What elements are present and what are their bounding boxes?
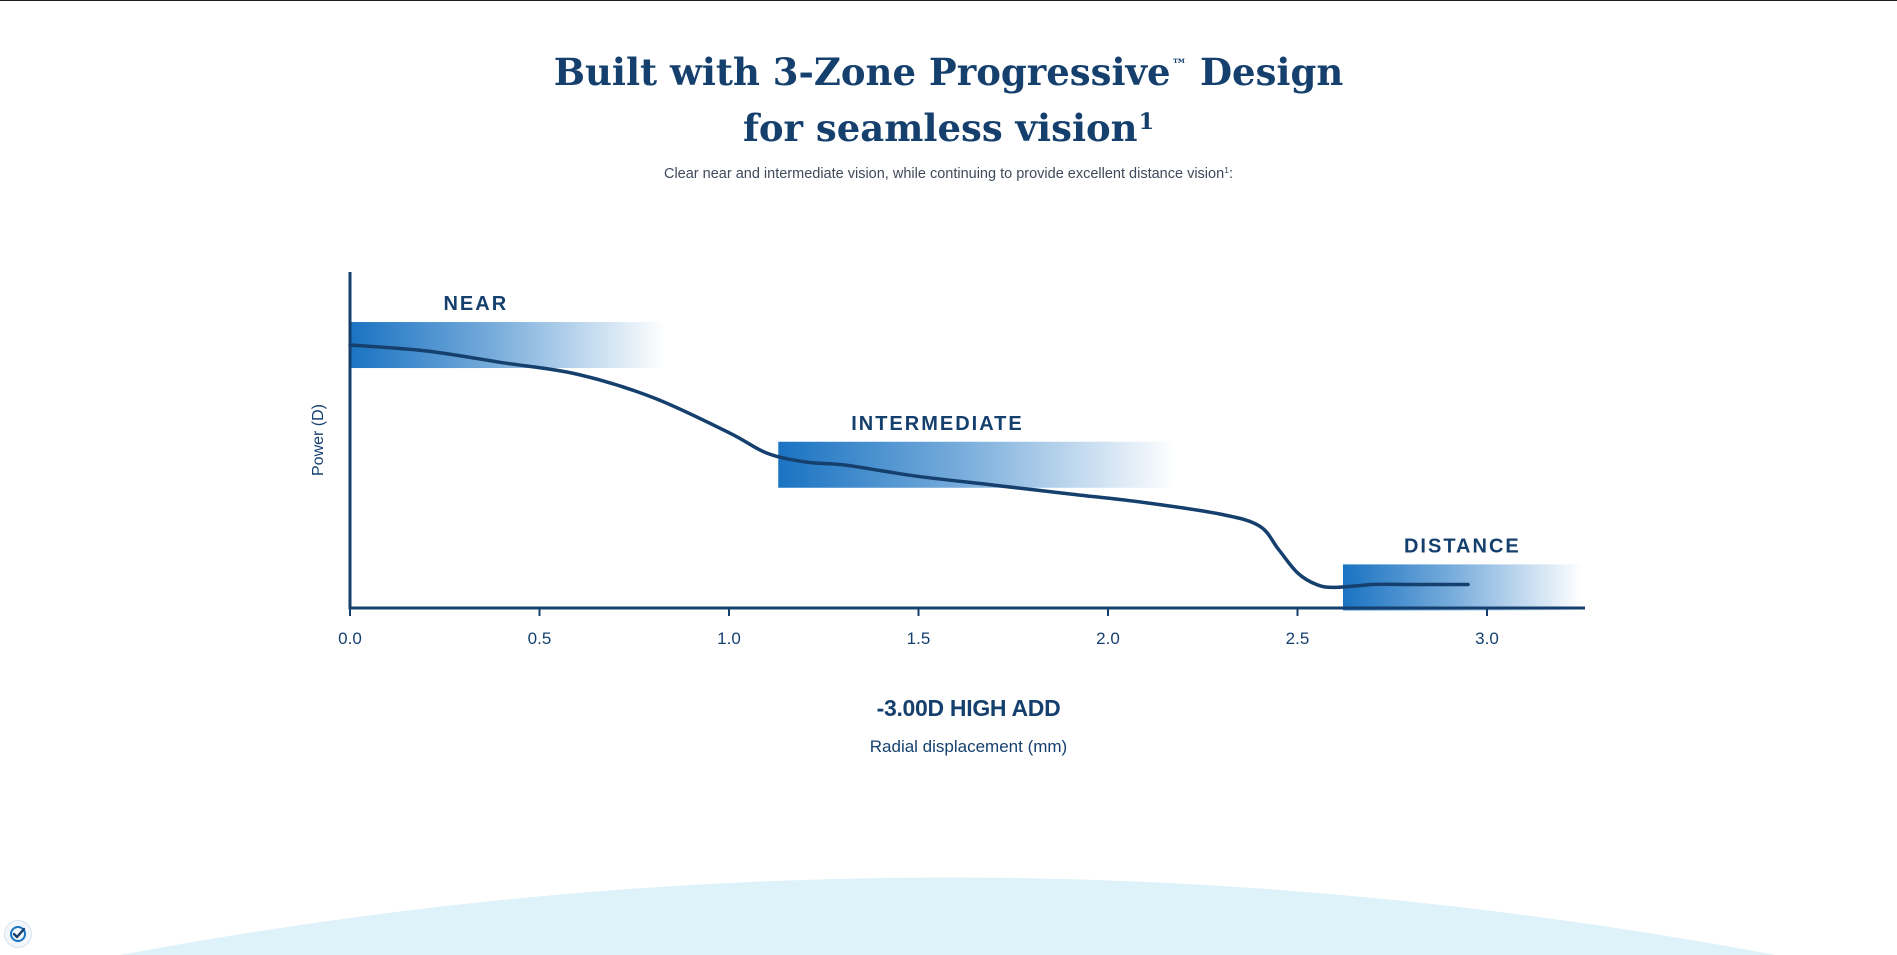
zone-band-near xyxy=(350,322,665,369)
verified-badge-icon[interactable] xyxy=(4,920,32,948)
x-tick-label: 3.0 xyxy=(1475,629,1499,648)
x-tick-label: 0.5 xyxy=(528,629,552,648)
subtitle-footnote-ref: 1 xyxy=(1224,165,1229,175)
x-axis-title: Radial displacement (mm) xyxy=(869,737,1068,756)
title-line1: Built with 3-Zone Progressive xyxy=(553,49,1171,94)
title-line1-end: Design xyxy=(1187,49,1344,94)
power-profile-chart: NEAR INTERMEDIATE DISTANCE 0.0 0.5 1.0 1.5 2.0 2… xyxy=(290,230,1630,680)
subtitle-text: Clear near and intermediate vision, whil… xyxy=(663,166,1225,183)
power-curve-line xyxy=(348,343,1470,590)
subtitle: Clear near and intermediate vision, whil… xyxy=(0,165,1897,182)
title-footnote-ref: 1 xyxy=(1138,108,1155,135)
x-tick-label: 1.0 xyxy=(717,629,741,648)
trademark-symbol: ™ xyxy=(1171,55,1188,74)
check-shield-icon xyxy=(10,926,26,942)
zone-band-distance xyxy=(1342,564,1582,611)
zone-label-distance: DISTANCE xyxy=(1404,535,1521,557)
x-tick-label: 2.5 xyxy=(1286,629,1310,648)
x-tick-label: 2.0 xyxy=(1096,629,1120,648)
arc-shape xyxy=(120,877,1776,955)
subtitle-end: : xyxy=(1229,166,1234,183)
zone-label-intermediate: INTERMEDIATE xyxy=(851,413,1024,435)
top-border xyxy=(0,0,1897,1)
y-axis-title: Power (D) xyxy=(310,404,327,476)
chart-caption: -3.00D HIGH ADD xyxy=(876,695,1061,721)
title-line2: for seamless vision xyxy=(742,105,1138,150)
zone-label-near: NEAR xyxy=(443,293,508,315)
chart-svg: NEAR INTERMEDIATE DISTANCE 0.0 0.5 1.0 1.5 2.0 2… xyxy=(310,272,1585,648)
x-tick-label: 0.0 xyxy=(338,629,362,648)
x-tick-label: 1.5 xyxy=(907,629,931,648)
page-title: Built with 3-Zone Progressive™ Design fo… xyxy=(0,40,1897,153)
